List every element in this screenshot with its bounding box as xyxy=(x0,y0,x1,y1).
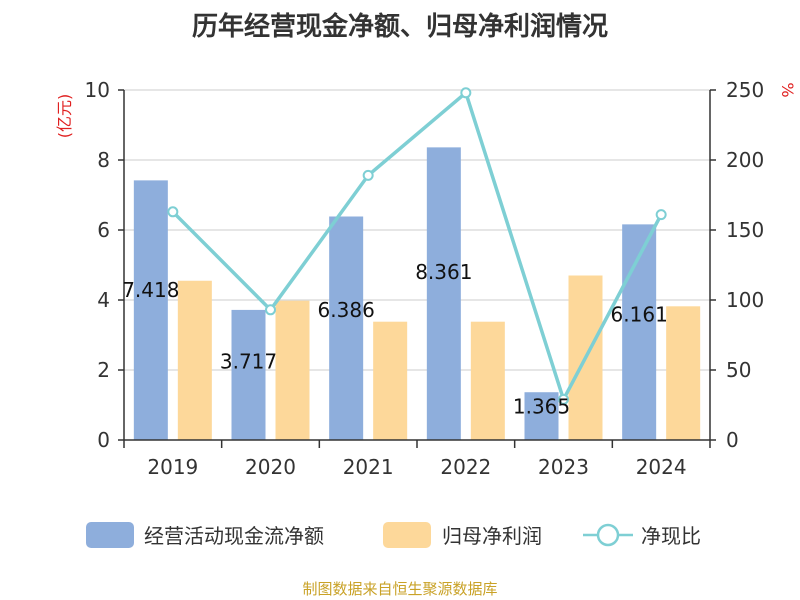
chart-title: 历年经营现金净额、归母净利润情况 xyxy=(191,12,608,42)
left-axis-tick-label: 6 xyxy=(97,218,110,242)
gridlines xyxy=(124,89,710,371)
left-axis-tick-label: 8 xyxy=(97,148,110,172)
legend-label-cash-flow: 经营活动现金流净额 xyxy=(144,524,324,548)
x-axis-tick-label: 2020 xyxy=(245,455,296,479)
bar-value-label: 8.361 xyxy=(415,260,472,284)
bar-cash-flow xyxy=(133,180,168,440)
left-axis-tick-label: 10 xyxy=(85,78,110,102)
right-axis-tick-label: 50 xyxy=(726,358,751,382)
right-axis-unit: % xyxy=(778,82,797,97)
bar-net-profit xyxy=(373,321,408,440)
left-axis-unit: (亿元) xyxy=(55,94,74,139)
bar-cash-flow xyxy=(329,216,364,440)
x-axis-tick-label: 2023 xyxy=(538,455,589,479)
right-axis-tick-label: 250 xyxy=(726,78,764,102)
legend-label-ratio: 净现比 xyxy=(641,524,701,548)
ratio-line-path xyxy=(171,89,663,404)
right-axis-tick-label: 0 xyxy=(726,428,739,452)
bar-value-label: 6.161 xyxy=(611,302,668,326)
data-source-note: 制图数据来自恒生聚源数据库 xyxy=(302,580,498,598)
right-axis-tick-label: 100 xyxy=(726,288,764,312)
right-axis-tick-label: 150 xyxy=(726,218,764,242)
x-axis-tick-label: 2022 xyxy=(440,455,491,479)
left-axis-tick-label: 4 xyxy=(97,288,110,312)
bar-cash-flow xyxy=(524,392,559,440)
right-axis-tick-label: 200 xyxy=(726,148,764,172)
left-axis-tick-label: 2 xyxy=(97,358,110,382)
ratio-point xyxy=(460,87,472,99)
legend-swatch-cash-flow xyxy=(86,522,134,548)
left-axis-tick-label: 0 xyxy=(97,428,110,452)
x-axis-tick-label: 2019 xyxy=(147,455,198,479)
legend-swatch-net-profit xyxy=(383,522,431,548)
x-axis-tick-label: 2021 xyxy=(343,455,394,479)
bar-cash-flow xyxy=(231,309,266,440)
bar-net-profit xyxy=(666,306,701,440)
ratio-line xyxy=(167,87,667,405)
bar-cash-flow xyxy=(426,147,461,441)
ratio-point xyxy=(558,393,569,405)
bar-value-label: 6.386 xyxy=(318,298,375,322)
ratio-point xyxy=(655,209,667,221)
ratio-point xyxy=(265,304,276,316)
bars xyxy=(133,147,701,441)
bar-net-profit xyxy=(470,321,505,440)
x-axis-tick-label: 2024 xyxy=(636,455,687,479)
ratio-point xyxy=(167,206,179,218)
legend-label-net-profit: 归母净利润 xyxy=(442,524,542,548)
ratio-point xyxy=(362,169,374,181)
bar-value-label: 3.717 xyxy=(220,349,277,373)
legend-swatch-ratio-marker xyxy=(596,523,620,547)
legend: 经营活动现金流净额 归母净利润 净现比 xyxy=(86,522,701,548)
data-labels: 7.418 3.717 6.386 8.361 1.365 6.161 xyxy=(122,260,668,419)
bar-value-label: 7.418 xyxy=(122,278,179,302)
bar-net-profit xyxy=(177,280,212,440)
bar-value-label: 1.365 xyxy=(513,395,570,419)
bar-net-profit xyxy=(275,300,310,440)
bar-cash-flow xyxy=(622,224,657,440)
